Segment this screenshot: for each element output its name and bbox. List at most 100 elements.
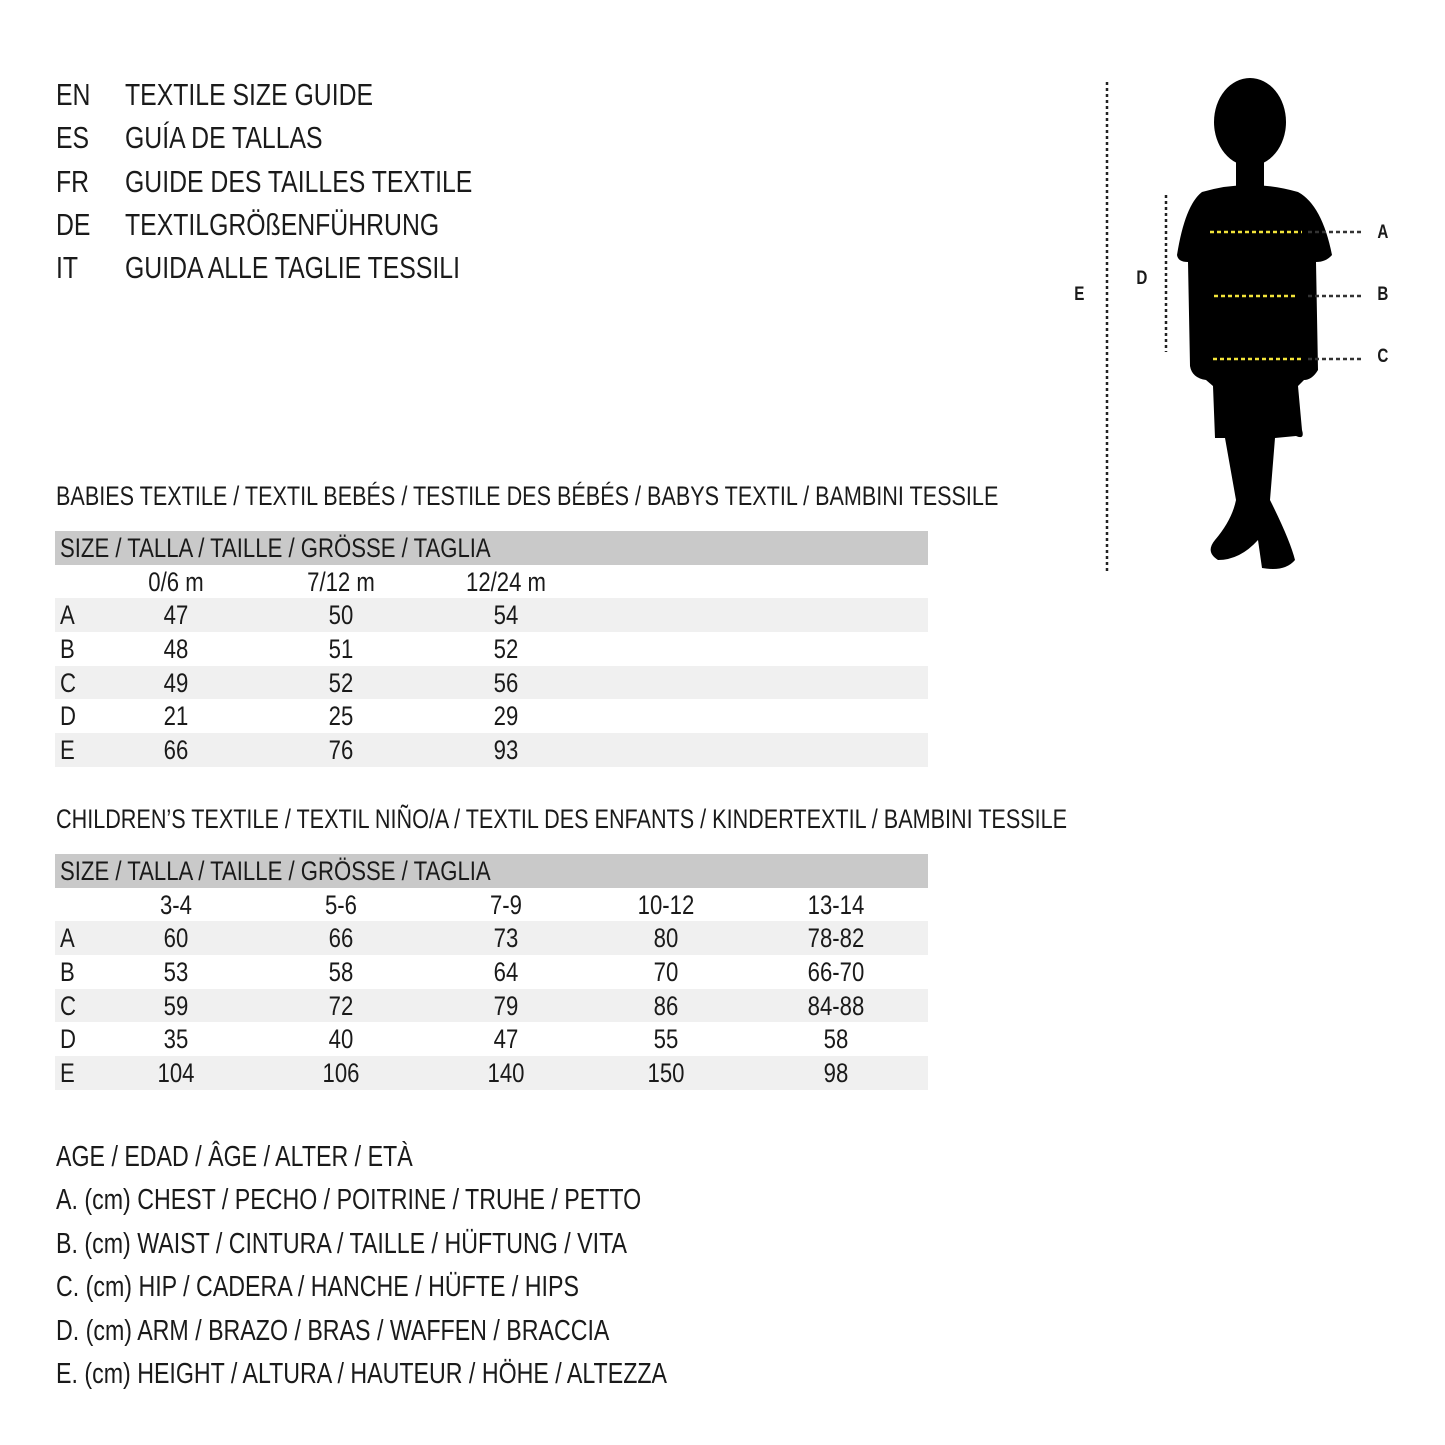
language-code-text: IT	[56, 250, 79, 286]
table-cell: 21	[163, 701, 189, 732]
guide-title-text: TEXTILGRÖßENFÜHRUNG	[125, 206, 440, 242]
label-a: A	[1377, 222, 1389, 243]
column-header: 5-6	[324, 889, 358, 920]
table-row: E 66 76 93	[55, 733, 928, 767]
legend-item-text: D. (cm) ARM / BRAZO / BRAS / WAFFEN / BR…	[56, 1314, 610, 1347]
table-cell: 66-70	[807, 957, 865, 988]
children-section-title: CHILDREN’S TEXTILE / TEXTIL NIÑO/A / TEX…	[56, 804, 1068, 834]
table-row: B 53 58 64 70 66-70	[55, 955, 928, 989]
table-row: C 49 52 56	[55, 665, 928, 700]
row-label: D	[60, 701, 76, 732]
column-header: 12/24 m	[465, 566, 547, 597]
row-label: C	[60, 667, 76, 698]
guide-title-text: TEXTILE SIZE GUIDE	[125, 77, 374, 112]
label-d: D	[1136, 268, 1148, 289]
table-cell: 106	[322, 1058, 360, 1089]
guide-title: TEXTILE SIZE GUIDE	[125, 77, 435, 113]
babies-size-table: SIZE / TALLA / TAILLE / GRÖSSE / TAGLIA 0…	[55, 531, 928, 767]
guide-title: GUÍA DE TALLAS	[125, 120, 372, 156]
legend-item-text: A. (cm) CHEST / PECHO / POITRINE / TRUHE…	[56, 1184, 642, 1217]
table-cell: 73	[493, 923, 519, 954]
babies-section-title: BABIES TEXTILE / TEXTIL BEBÉS / TESTILE …	[56, 481, 999, 511]
table-cell: 50	[328, 600, 354, 631]
table-cell: 59	[163, 990, 189, 1021]
legend-item-text: B. (cm) WAIST / CINTURA / TAILLE / HÜFTU…	[56, 1227, 628, 1260]
row-label: A	[60, 923, 75, 954]
language-code: ES	[56, 120, 97, 156]
legend-item-text: C. (cm) HIP / CADERA / HANCHE / HÜFTE / …	[56, 1271, 579, 1304]
column-header: 7-9	[489, 889, 523, 920]
guide-title: GUIDA ALLE TAGLIE TESSILI	[125, 250, 544, 286]
column-header: 13-14	[807, 889, 865, 920]
age-column-header-row: 0/6 m 7/12 m 12/24 m	[55, 565, 928, 599]
table-cell: 58	[823, 1024, 849, 1055]
guide-title: TEXTILGRÖßENFÜHRUNG	[125, 207, 518, 243]
language-code: FR	[56, 164, 97, 200]
table-row: D 21 25 29	[55, 699, 928, 733]
table-cell: 40	[328, 1024, 354, 1055]
language-code-text: EN	[56, 77, 91, 112]
table-cell: 55	[653, 1024, 679, 1055]
legend-item: D. (cm) ARM / BRAZO / BRAS / WAFFEN / BR…	[56, 1314, 748, 1348]
table-cell: 29	[493, 701, 519, 732]
table-cell: 56	[493, 667, 519, 698]
table-row: B 48 51 52	[55, 632, 928, 666]
row-label: C	[60, 990, 76, 1021]
guide-title: GUIDE DES TAILLES TEXTILE	[125, 164, 559, 200]
language-code: DE	[56, 207, 99, 243]
language-code: IT	[56, 250, 84, 286]
legend-item: E. (cm) HEIGHT / ALTURA / HAUTEUR / HÖHE…	[56, 1357, 820, 1391]
row-label: E	[60, 1058, 75, 1089]
table-cell: 104	[157, 1058, 195, 1089]
table-cell: 49	[163, 667, 189, 698]
column-header: 0/6 m	[148, 566, 204, 597]
table-cell: 140	[487, 1058, 525, 1089]
children-size-table: SIZE / TALLA / TAILLE / GRÖSSE / TAGLIA 3…	[55, 854, 928, 1090]
column-header: 3-4	[159, 889, 193, 920]
legend-item-text: AGE / EDAD / ÂGE / ALTER / ETÀ	[56, 1141, 413, 1173]
legend-item-text: E. (cm) HEIGHT / ALTURA / HAUTEUR / HÖHE…	[56, 1358, 668, 1390]
language-code-text: DE	[56, 206, 91, 242]
legend-item: A. (cm) CHEST / PECHO / POITRINE / TRUHE…	[56, 1183, 788, 1217]
table-cell: 86	[653, 990, 679, 1021]
table-cell: 47	[163, 600, 189, 631]
table-cell: 60	[163, 923, 189, 954]
label-b: B	[1377, 284, 1389, 305]
size-label: SIZE / TALLA / TAILLE / GRÖSSE / TAGLIA	[60, 856, 491, 886]
column-header: 7/12 m	[307, 566, 375, 597]
table-cell: 66	[328, 923, 354, 954]
table-cell: 98	[823, 1058, 849, 1089]
size-label: SIZE / TALLA / TAILLE / GRÖSSE / TAGLIA	[60, 533, 491, 563]
table-cell: 76	[328, 735, 354, 766]
table-cell: 35	[163, 1024, 189, 1055]
table-cell: 84-88	[807, 990, 865, 1021]
table-cell: 72	[328, 990, 354, 1021]
guide-title-text: GUÍA DE TALLAS	[125, 120, 323, 156]
language-code-text: FR	[56, 163, 90, 199]
row-label: B	[60, 634, 75, 665]
table-cell: 78-82	[807, 923, 865, 954]
row-label: D	[60, 1024, 76, 1055]
table-cell: 93	[493, 735, 519, 766]
row-label: B	[60, 957, 75, 988]
table-cell: 52	[493, 634, 519, 665]
table-row: A 60 66 73 80 78-82	[55, 921, 928, 956]
table-cell: 51	[328, 634, 354, 665]
child-silhouette-figure	[1105, 78, 1362, 572]
table-cell: 25	[328, 701, 354, 732]
row-label: A	[60, 600, 75, 631]
table-cell: 52	[328, 667, 354, 698]
language-code: EN	[56, 77, 99, 113]
label-e: E	[1074, 284, 1085, 305]
table-cell: 53	[163, 957, 189, 988]
table-row: E 104 106 140 150 98	[55, 1056, 928, 1090]
table-cell: 80	[653, 923, 679, 954]
language-code-text: ES	[56, 120, 90, 156]
guide-title-text: GUIDE DES TAILLES TEXTILE	[125, 163, 473, 199]
table-cell: 79	[493, 990, 519, 1021]
table-cell: 150	[647, 1058, 685, 1089]
column-header: 10-12	[637, 889, 695, 920]
table-cell: 66	[163, 735, 189, 766]
table-row: D 35 40 47 55 58	[55, 1022, 928, 1056]
legend-item: C. (cm) HIP / CADERA / HANCHE / HÜFTE / …	[56, 1270, 710, 1304]
